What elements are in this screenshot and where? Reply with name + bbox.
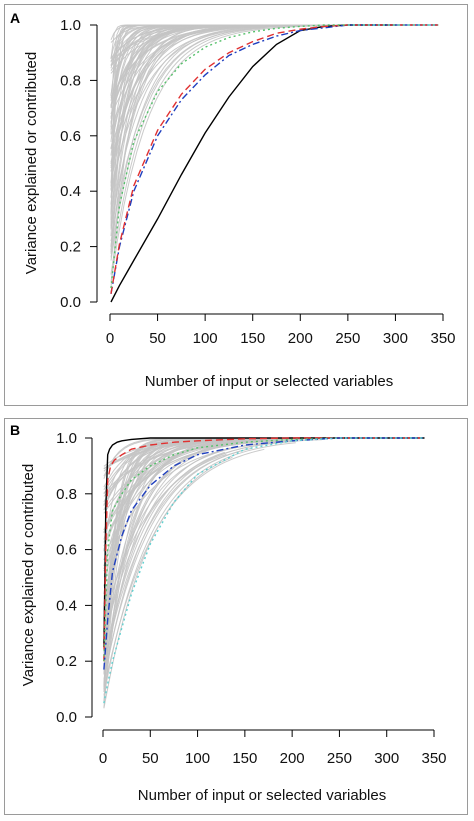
x-tick-label: 100 <box>185 750 210 767</box>
series-line-4 <box>110 24 439 289</box>
background-curve <box>103 437 274 607</box>
y-tick-label: 0.6 <box>60 128 81 145</box>
background-curve <box>110 24 345 247</box>
y-tick-label: 0.6 <box>56 542 77 559</box>
chart-a-curves <box>110 24 439 303</box>
y-tick-label: 1.0 <box>56 430 77 447</box>
y-tick-label: 0.0 <box>60 294 81 311</box>
x-tick-label: 200 <box>280 750 305 767</box>
background-curve <box>103 451 226 666</box>
background-curve <box>103 440 255 674</box>
chart-panel-a: A 0 50 100 150 200 250 300 350 0.0 0.2 0.4 0.6 0.8 1.… <box>4 4 468 406</box>
series-line-2 <box>103 437 425 662</box>
background-curve <box>110 24 357 190</box>
series-line-3 <box>110 24 439 294</box>
x-tick-label: 350 <box>421 750 446 767</box>
y-axis-title-b: Variance explained or contributed <box>20 464 37 686</box>
y-tick-label: 0.0 <box>56 709 77 726</box>
y-tick-label: 1.0 <box>60 17 81 34</box>
background-curve <box>103 441 224 652</box>
panel-label-a: A <box>10 10 20 26</box>
x-tick-label: 250 <box>327 750 352 767</box>
background-curve <box>110 24 427 242</box>
panel-label-b: B <box>10 422 20 438</box>
series-line-1 <box>103 437 425 648</box>
background-curve <box>110 24 277 247</box>
y-tick-label: 0.2 <box>60 239 81 256</box>
background-curve <box>110 24 392 205</box>
x-axis-title-b: Number of input or selected variables <box>138 787 386 804</box>
background-curve <box>103 442 296 696</box>
background-curve <box>103 447 232 670</box>
x-tick-label: 50 <box>149 330 166 347</box>
series-line-2 <box>110 24 439 294</box>
x-axis-title-a: Number of input or selected variables <box>145 373 393 390</box>
background-curve <box>103 437 320 651</box>
background-curve <box>110 27 266 275</box>
background-curve <box>110 27 174 59</box>
series-line-5 <box>103 437 425 704</box>
x-tick-label: 50 <box>142 750 159 767</box>
y-tick-label: 0.4 <box>60 183 81 200</box>
series-line-4 <box>103 437 425 670</box>
chart-a-svg: A 0 50 100 150 200 250 300 350 0.0 0.2 0.4 0.6 0.8 1.… <box>10 10 456 390</box>
x-tick-label: 150 <box>232 750 257 767</box>
x-tick-label: 0 <box>99 750 107 767</box>
x-tick-label: 250 <box>335 330 360 347</box>
background-curve <box>110 24 412 288</box>
background-curve <box>103 438 262 533</box>
chart-panel-b: B 0 50 100 150 200 250 300 350 0.0 0.2 0.4 0.6 0.8 1.… <box>4 418 468 815</box>
chart-b-curves <box>103 437 425 709</box>
y-tick-label: 0.2 <box>56 653 77 670</box>
chart-b-svg: B 0 50 100 150 200 250 300 350 0.0 0.2 0.4 0.6 0.8 1.… <box>10 422 447 804</box>
chart-b-axes: 0 50 100 150 200 250 300 350 0.0 0.2 0.4 0.6 0.8 1.0 <box>56 430 446 767</box>
y-tick-label: 0.4 <box>56 597 77 614</box>
x-tick-label: 300 <box>383 330 408 347</box>
x-tick-label: 100 <box>193 330 218 347</box>
y-axis-title-a: Variance explained or contributed <box>23 52 40 274</box>
background-curve <box>103 448 265 690</box>
y-tick-label: 0.8 <box>56 486 77 503</box>
background-curve <box>103 441 285 572</box>
background-curve <box>103 450 242 666</box>
chart-a-axes: 0 50 100 150 200 250 300 350 0.0 0.2 0.4 0.6 0.8 1.0 <box>60 17 455 347</box>
x-tick-label: 0 <box>106 330 114 347</box>
background-curve <box>110 37 178 165</box>
background-curve <box>110 31 219 169</box>
x-tick-label: 150 <box>240 330 265 347</box>
y-tick-label: 0.8 <box>60 72 81 89</box>
background-curve <box>103 445 223 684</box>
x-tick-label: 350 <box>430 330 455 347</box>
x-tick-label: 200 <box>288 330 313 347</box>
x-tick-label: 300 <box>374 750 399 767</box>
